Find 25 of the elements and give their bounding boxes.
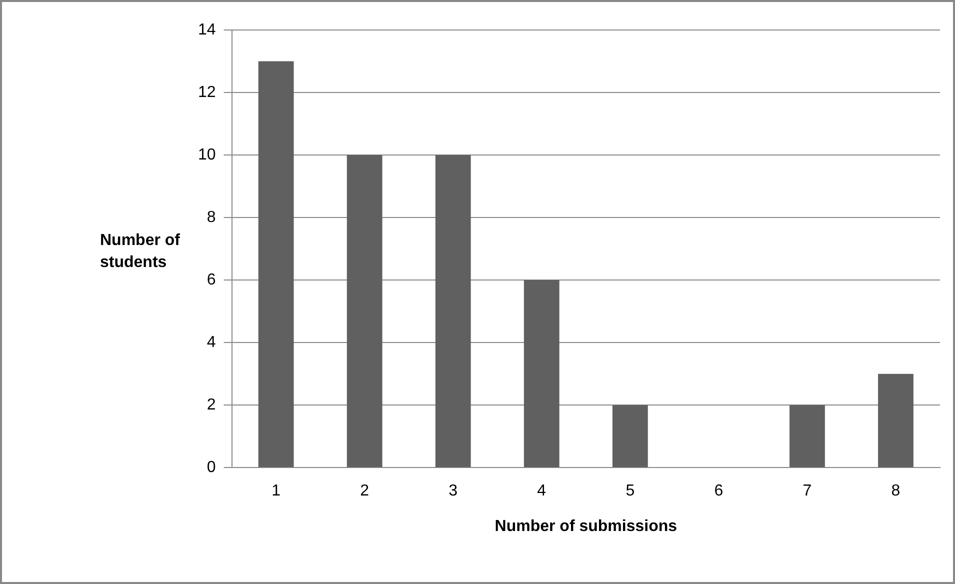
x-tick-label: 8 bbox=[891, 482, 900, 500]
x-tick-label: 2 bbox=[360, 482, 370, 500]
y-tick-label: 6 bbox=[206, 271, 216, 288]
y-tick-label: 2 bbox=[206, 396, 216, 414]
y-tick-label: 12 bbox=[198, 84, 216, 101]
bar bbox=[612, 405, 648, 468]
y-axis-title: Number of students bbox=[100, 231, 180, 273]
bar bbox=[524, 280, 560, 468]
bar bbox=[790, 405, 825, 468]
bar bbox=[435, 155, 471, 468]
x-tick-label: 5 bbox=[626, 482, 635, 500]
y-tick-label: 8 bbox=[206, 208, 216, 226]
x-tick-label: 1 bbox=[272, 482, 281, 500]
y-tick-label: 10 bbox=[198, 146, 216, 164]
x-axis-title: Number of submissions bbox=[494, 518, 678, 535]
x-tick-label: 4 bbox=[537, 482, 546, 500]
x-tick-label: 7 bbox=[802, 482, 812, 500]
bar bbox=[258, 61, 294, 468]
bar bbox=[346, 155, 382, 468]
y-tick-label: 14 bbox=[198, 21, 216, 38]
x-tick-label: 6 bbox=[714, 482, 724, 500]
y-tick-label: 0 bbox=[206, 459, 216, 476]
x-tick-label: 3 bbox=[448, 482, 458, 500]
y-tick-label: 4 bbox=[206, 334, 216, 351]
bar bbox=[878, 374, 914, 468]
